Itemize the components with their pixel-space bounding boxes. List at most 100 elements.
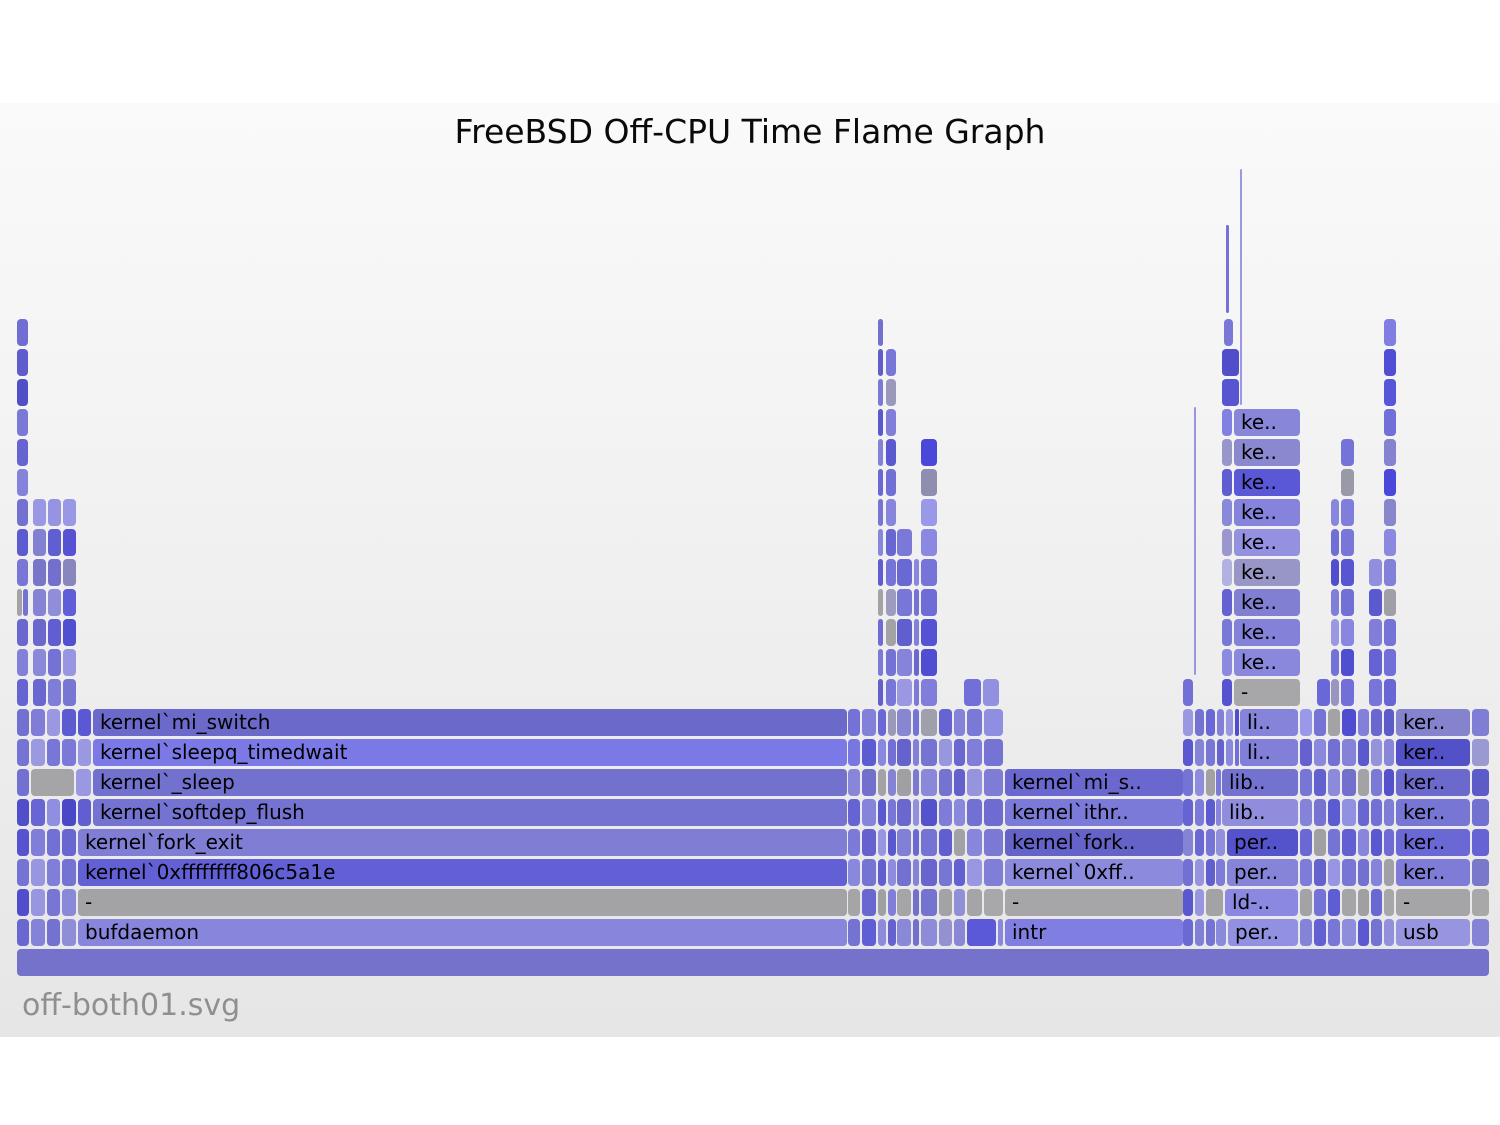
flame-frame[interactable]: [897, 589, 912, 616]
flame-frame-labeled[interactable]: ker..: [1396, 709, 1470, 736]
flame-frame[interactable]: [1314, 709, 1326, 736]
flame-frame[interactable]: [888, 769, 896, 796]
flame-frame[interactable]: [1183, 739, 1193, 766]
flame-frame[interactable]: [1369, 679, 1382, 706]
flame-frame[interactable]: [1331, 589, 1339, 616]
flame-frame[interactable]: [33, 529, 46, 556]
flame-frame[interactable]: [888, 739, 896, 766]
flame-frame[interactable]: [1341, 559, 1354, 586]
flame-frame[interactable]: [1216, 799, 1221, 826]
flame-frame[interactable]: [1341, 649, 1354, 676]
flame-frame[interactable]: [62, 829, 76, 856]
flame-frame-labeled[interactable]: kernel`_sleep: [93, 769, 847, 796]
flame-frame[interactable]: [984, 859, 1003, 886]
flame-frame[interactable]: [48, 619, 61, 646]
flame-frame[interactable]: [967, 919, 996, 946]
flame-frame[interactable]: [1183, 829, 1193, 856]
flame-frame[interactable]: [967, 829, 982, 856]
flame-frame[interactable]: [33, 619, 46, 646]
flame-frame-labeled[interactable]: kernel`0xff..: [1005, 859, 1183, 886]
flame-frame[interactable]: [31, 829, 45, 856]
flame-frame[interactable]: [1384, 529, 1396, 556]
flame-frame[interactable]: [1342, 859, 1356, 886]
flame-frame[interactable]: [939, 739, 952, 766]
flame-frame[interactable]: [1183, 709, 1193, 736]
flame-frame[interactable]: [1384, 919, 1394, 946]
flame-frame[interactable]: [1314, 859, 1326, 886]
flame-frame[interactable]: [1224, 319, 1233, 346]
flame-frame-labeled[interactable]: ke..: [1234, 589, 1300, 616]
flame-frame[interactable]: [1206, 829, 1215, 856]
flame-frame[interactable]: [1358, 799, 1369, 826]
flame-frame[interactable]: [878, 319, 883, 346]
flame-frame[interactable]: [1222, 349, 1239, 376]
flame-frame[interactable]: [1206, 919, 1215, 946]
flame-frame[interactable]: [984, 769, 1003, 796]
flame-frame[interactable]: [921, 739, 937, 766]
flame-frame[interactable]: [1341, 619, 1354, 646]
flame-frame[interactable]: [913, 799, 919, 826]
flame-frame[interactable]: [1472, 829, 1489, 856]
flame-frame[interactable]: [862, 799, 876, 826]
flame-frame[interactable]: [48, 679, 61, 706]
flame-frame[interactable]: [1328, 709, 1340, 736]
flame-frame[interactable]: [1222, 529, 1232, 556]
flame-frame[interactable]: [1358, 709, 1369, 736]
flame-frame[interactable]: [1371, 859, 1382, 886]
flame-frame[interactable]: [1371, 829, 1382, 856]
flame-frame[interactable]: [939, 829, 952, 856]
flame-frame[interactable]: [878, 709, 886, 736]
flame-frame[interactable]: [23, 589, 28, 616]
flame-frame[interactable]: [954, 829, 965, 856]
flame-frame[interactable]: [62, 919, 76, 946]
flame-frame[interactable]: [897, 529, 912, 556]
flame-frame[interactable]: [913, 829, 919, 856]
flame-frame[interactable]: [1183, 889, 1193, 916]
flame-frame[interactable]: [1384, 799, 1394, 826]
flame-frame[interactable]: [921, 499, 937, 526]
flame-frame[interactable]: [1328, 769, 1340, 796]
flame-frame[interactable]: [897, 559, 912, 586]
flame-frame[interactable]: [1314, 799, 1326, 826]
flame-frame[interactable]: [17, 529, 28, 556]
flame-frame[interactable]: [1314, 889, 1326, 916]
flame-frame[interactable]: [914, 559, 919, 586]
flame-frame[interactable]: [1384, 409, 1396, 436]
flame-frame[interactable]: [17, 619, 28, 646]
flame-frame[interactable]: [1472, 739, 1489, 766]
flame-frame[interactable]: [878, 799, 886, 826]
flame-frame[interactable]: [878, 409, 883, 436]
flame-frame[interactable]: [984, 889, 1003, 916]
flame-frame[interactable]: [62, 739, 76, 766]
flame-frame[interactable]: [1222, 649, 1232, 676]
flame-frame[interactable]: [1314, 829, 1326, 856]
flame-frame[interactable]: [886, 529, 896, 556]
flame-frame-labeled[interactable]: li..: [1240, 739, 1298, 766]
flame-frame[interactable]: [1195, 769, 1204, 796]
flame-frame-labeled[interactable]: lib..: [1222, 769, 1298, 796]
flame-frame[interactable]: [1342, 739, 1356, 766]
flame-frame[interactable]: [1222, 379, 1239, 406]
flame-frame[interactable]: [1342, 769, 1356, 796]
flame-frame[interactable]: [1341, 529, 1354, 556]
flame-frame[interactable]: [1369, 559, 1382, 586]
flame-frame[interactable]: [1206, 709, 1215, 736]
flame-frame[interactable]: [1472, 769, 1489, 796]
flame-frame[interactable]: [878, 379, 883, 406]
flame-frame[interactable]: [967, 709, 982, 736]
flame-frame[interactable]: [921, 799, 937, 826]
flame-frame[interactable]: [63, 529, 76, 556]
flame-frame[interactable]: [1384, 889, 1394, 916]
flame-frame[interactable]: [1472, 889, 1489, 916]
flame-frame-labeled[interactable]: -: [1005, 889, 1183, 916]
flame-frame[interactable]: [862, 769, 876, 796]
flame-frame[interactable]: [1235, 709, 1239, 736]
flame-frame[interactable]: [1195, 829, 1204, 856]
flame-frame[interactable]: [48, 649, 61, 676]
flame-frame[interactable]: [897, 709, 911, 736]
flame-frame[interactable]: [954, 799, 965, 826]
flame-frame[interactable]: [1195, 709, 1204, 736]
flame-frame[interactable]: [921, 589, 937, 616]
flame-frame[interactable]: [1216, 919, 1226, 946]
flame-frame[interactable]: [888, 709, 896, 736]
